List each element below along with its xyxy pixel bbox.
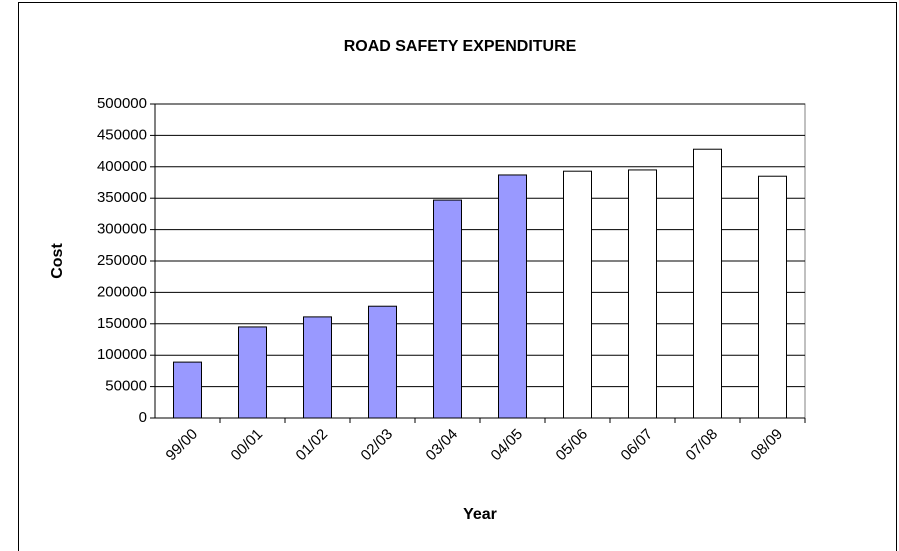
bar	[693, 148, 722, 419]
bar	[433, 199, 462, 419]
y-tick-label: 300000	[97, 221, 147, 238]
y-tick-label: 50000	[105, 378, 147, 395]
bar	[628, 169, 657, 419]
y-tick-label: 500000	[97, 95, 147, 112]
x-axis-label: Year	[463, 506, 497, 523]
chart-title: ROAD SAFETY EXPENDITURE	[344, 38, 577, 55]
bar	[368, 305, 397, 419]
y-tick-label: 0	[139, 409, 147, 426]
y-tick-label: 150000	[97, 315, 147, 332]
y-tick-label: 250000	[97, 252, 147, 269]
y-tick-label: 200000	[97, 283, 147, 300]
y-axis-label: Cost	[49, 243, 66, 279]
bar	[173, 361, 202, 419]
y-tick-label: 350000	[97, 189, 147, 206]
bar	[238, 326, 267, 419]
y-tick-label: 100000	[97, 346, 147, 363]
y-tick-label: 400000	[97, 158, 147, 175]
bar	[758, 175, 787, 419]
y-tick-label: 450000	[97, 126, 147, 143]
bar	[563, 170, 592, 419]
bar	[303, 316, 332, 419]
bar	[498, 174, 527, 419]
